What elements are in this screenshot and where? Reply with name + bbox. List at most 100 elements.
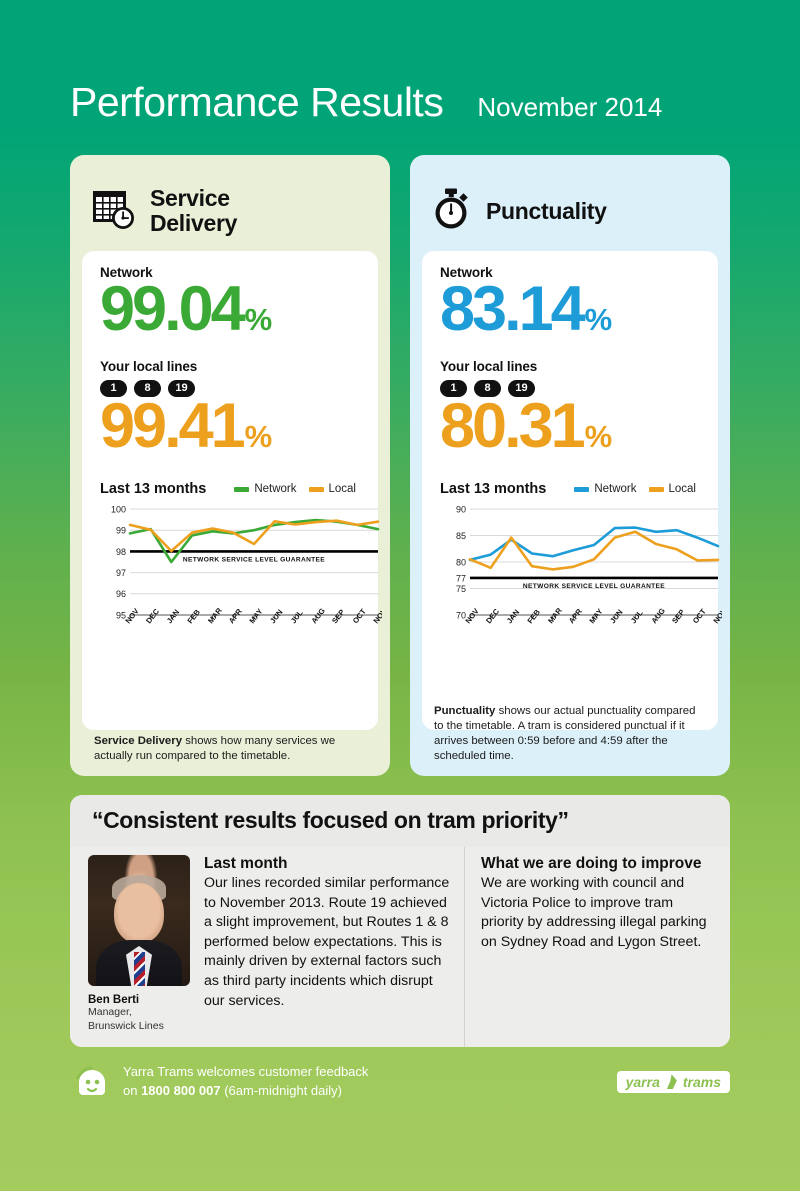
x-axis-tick: OCT [351, 607, 368, 625]
legend-label-local: Local [328, 483, 357, 496]
punctuality-note: Punctuality shows our actual punctuality… [410, 704, 730, 764]
footer-line2: on 1800 800 007 (6am-midnight daily) [123, 1082, 368, 1101]
y-axis-tick: 75 [456, 584, 466, 594]
x-axis-tick: DEC [484, 607, 501, 626]
network-value: 83.14 [440, 274, 586, 344]
card-title: Punctuality [486, 198, 607, 224]
x-axis-tick: APR [227, 607, 244, 626]
person-block: Ben Berti Manager, Brunswick Lines [88, 855, 190, 1033]
x-axis-tick: JUL [289, 608, 305, 625]
x-axis-tick: AUG [309, 606, 327, 625]
column-heading: What we are doing to improve [481, 855, 702, 872]
logo-word-trams: trams [682, 1073, 721, 1090]
chart-header: Last 13 months Network Local [440, 481, 700, 497]
local-value-group: 99.41 % [100, 391, 360, 462]
y-axis-tick: 77 [456, 573, 466, 583]
local-lines-label: Your local lines [100, 358, 198, 374]
chart-plot-area: 95 96 97 98 99 100 NETWORK SERVICE LEVEL GUARA… [111, 504, 382, 626]
legend-item-network: Network [234, 483, 297, 495]
y-axis-tick: 96 [116, 589, 126, 599]
network-value-group: 83.14 % [440, 274, 700, 345]
x-axis-tick: OCT [691, 607, 708, 625]
x-axis-tick: DEC [144, 607, 161, 626]
punctuality-header: Punctuality [410, 171, 730, 245]
footer-line1: Yarra Trams welcomes customer feedback [123, 1064, 369, 1079]
service-delivery-header: Service Delivery [70, 171, 390, 245]
footer: Yarra Trams welcomes customer feedback o… [75, 1063, 730, 1101]
legend-label-local: Local [668, 483, 697, 496]
legend-swatch-network [574, 486, 590, 492]
yarra-trams-logo: yarra trams [616, 1070, 730, 1093]
punctuality-chart: Last 13 months Network Local 70 75 77 80 85 9… [440, 481, 722, 651]
local-line-badges: 1 8 19 [100, 379, 360, 397]
network-label: Network [100, 265, 153, 280]
line-badge: 8 [474, 379, 501, 397]
punctuality-card: Punctuality Network 83.14 % Your local l… [410, 155, 730, 776]
service-delivery-note: Service Delivery shows how many services… [70, 734, 390, 764]
network-percent-sign: % [244, 302, 273, 337]
x-axis-tick: JUN [608, 608, 624, 626]
local-line-badges: 1 8 19 [440, 379, 700, 397]
punctuality-panel: Network 83.14 % Your local lines 1 8 19 … [422, 251, 722, 730]
chart-title: Last 13 months [440, 481, 547, 498]
x-axis-tick: JUN [268, 608, 284, 626]
note-term: Punctuality [434, 704, 496, 717]
y-axis-tick: 90 [456, 504, 466, 514]
footer-phone[interactable]: 1800 800 007 [141, 1082, 221, 1098]
legend-item-local: Local [648, 483, 697, 496]
quote-block: “Consistent results focused on tram prio… [70, 795, 730, 1048]
network-value-group: 99.04 % [100, 274, 360, 345]
chart-header: Last 13 months Network Local [100, 481, 360, 497]
series-line-local [128, 519, 380, 553]
footer-text: Yarra Trams welcomes customer feedback o… [123, 1063, 368, 1101]
line-badge: 19 [168, 379, 195, 397]
quote-columns: Ben Berti Manager, Brunswick Lines Last … [70, 847, 730, 1048]
y-axis-tick: 95 [116, 610, 126, 620]
legend-swatch-local [648, 486, 664, 492]
person-name: Ben Berti [88, 994, 140, 1006]
local-percent-sign: % [584, 418, 613, 454]
local-value: 99.41 [100, 390, 246, 461]
legend-swatch-local [308, 486, 324, 492]
headshot-tie [134, 952, 145, 986]
column-body: We are working with council and Victoria… [481, 875, 707, 950]
quote-text: “Consistent results focused on tram prio… [92, 807, 569, 833]
legend-item-network: Network [574, 483, 637, 496]
improvement-column: What we are doing to improve We are work… [465, 847, 730, 1047]
legend-item-local: Local [308, 483, 357, 496]
x-axis-tick: JAN [165, 608, 181, 626]
chart-legend: Network Local [574, 483, 696, 495]
series-line-local [468, 530, 720, 571]
service-delivery-card: Service Delivery Network 99.04 % Your lo… [70, 155, 390, 776]
local-value: 80.31 [440, 390, 586, 461]
person-role-line2: Brunswick Lines [88, 1019, 164, 1032]
legend-label-network: Network [594, 483, 637, 496]
y-axis-tick: 100 [111, 504, 126, 514]
y-axis-tick: 97 [116, 568, 126, 578]
x-axis-tick: FEB [185, 607, 202, 625]
line-badge: 1 [440, 379, 467, 397]
note-text: shows how many services we actually run … [94, 734, 336, 762]
guarantee-label: NETWORK SERVICE LEVEL GUARANTEE [183, 556, 325, 563]
headshot-photo [88, 855, 190, 986]
y-axis-tick: 80 [456, 557, 466, 567]
x-axis-tick: NOV [123, 606, 141, 625]
calendar-clock-icon [92, 188, 136, 235]
card-title: Service Delivery [150, 186, 237, 236]
network-percent-sign: % [584, 302, 613, 337]
local-value-group: 80.31 % [440, 391, 700, 462]
metric-cards: Service Delivery Network 99.04 % Your lo… [70, 155, 730, 776]
x-axis-tick: FEB [525, 607, 542, 625]
x-axis-tick: JUL [629, 608, 645, 625]
page-title: Performance Results [70, 79, 444, 125]
quote-bar: “Consistent results focused on tram prio… [70, 795, 730, 847]
last-month-text-block: Last month Our lines recorded similar pe… [204, 855, 450, 1033]
note-term: Service Delivery [94, 734, 183, 747]
guarantee-label: NETWORK SERVICE LEVEL GUARANTEE [523, 583, 665, 590]
x-axis-tick: NOV [463, 606, 481, 625]
x-axis-tick: AUG [649, 606, 667, 625]
logo-word-yarra: yarra [625, 1073, 660, 1090]
network-value: 99.04 [100, 274, 246, 344]
headshot-face [114, 883, 164, 943]
